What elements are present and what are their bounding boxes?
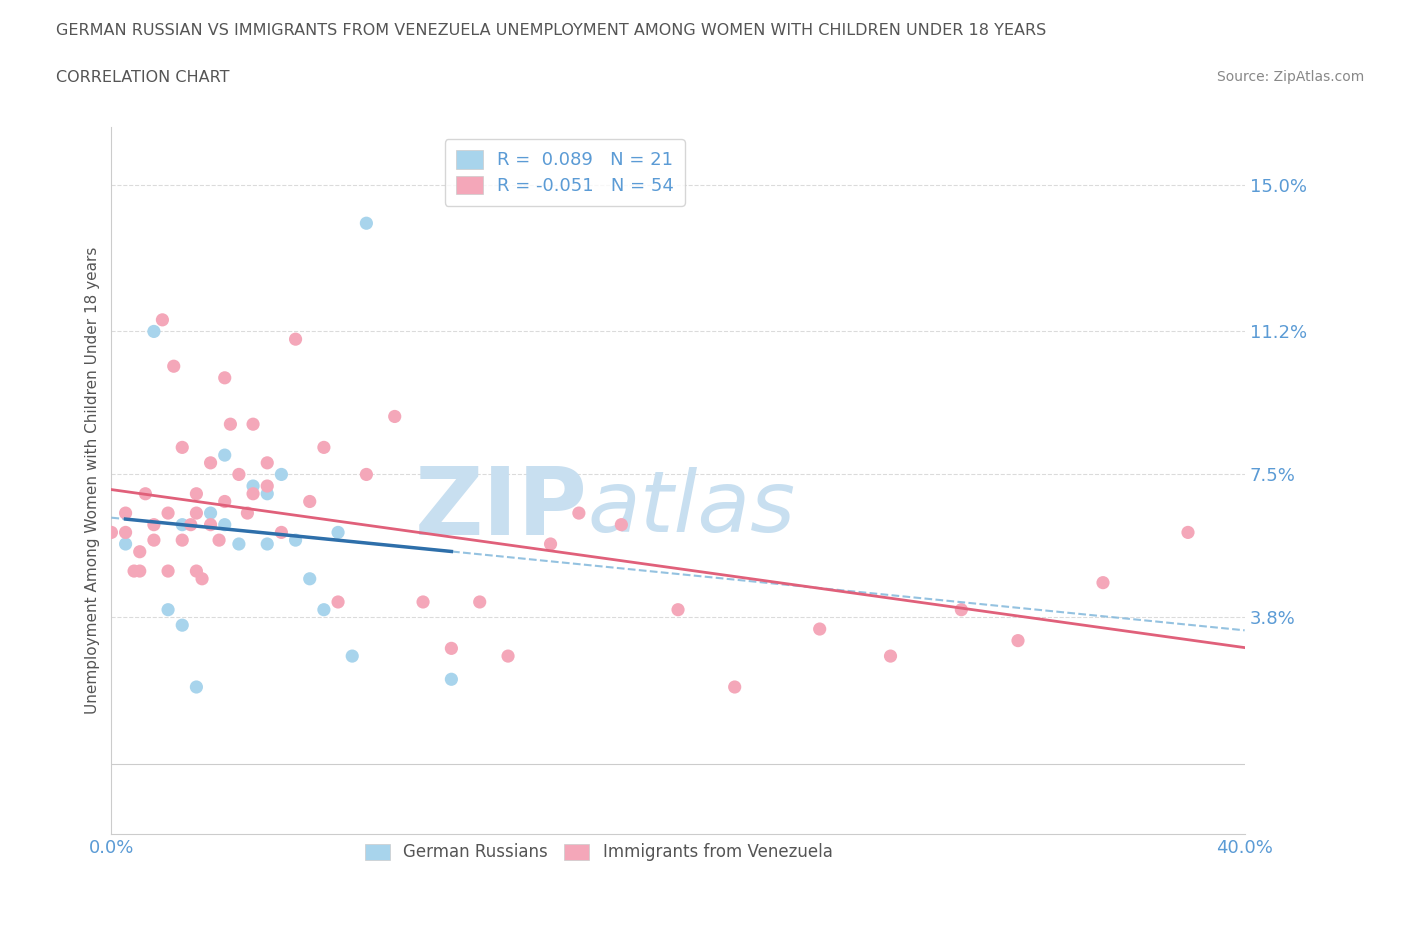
Point bbox=[214, 370, 236, 385]
Point bbox=[356, 216, 378, 231]
Point bbox=[950, 603, 973, 618]
Point bbox=[270, 467, 292, 482]
Point bbox=[412, 594, 434, 609]
Point bbox=[236, 506, 259, 521]
Point bbox=[172, 533, 194, 548]
Point bbox=[157, 506, 180, 521]
Point bbox=[496, 648, 519, 663]
Point bbox=[186, 506, 208, 521]
Point bbox=[186, 680, 208, 695]
Point bbox=[666, 603, 689, 618]
Point bbox=[256, 486, 278, 501]
Text: ZIP: ZIP bbox=[415, 462, 588, 554]
Point bbox=[214, 447, 236, 462]
Point bbox=[879, 648, 901, 663]
Text: GERMAN RUSSIAN VS IMMIGRANTS FROM VENEZUELA UNEMPLOYMENT AMONG WOMEN WITH CHILDR: GERMAN RUSSIAN VS IMMIGRANTS FROM VENEZU… bbox=[56, 23, 1046, 38]
Point bbox=[200, 456, 222, 471]
Point bbox=[163, 359, 186, 374]
Point bbox=[298, 494, 321, 509]
Point bbox=[724, 680, 747, 695]
Point bbox=[540, 537, 562, 551]
Point bbox=[157, 603, 180, 618]
Point bbox=[1177, 525, 1199, 539]
Point bbox=[142, 517, 165, 532]
Point bbox=[128, 544, 150, 559]
Point bbox=[326, 594, 349, 609]
Point bbox=[228, 467, 250, 482]
Point bbox=[568, 506, 591, 521]
Text: CORRELATION CHART: CORRELATION CHART bbox=[56, 70, 229, 85]
Point bbox=[242, 486, 264, 501]
Point bbox=[142, 533, 165, 548]
Point bbox=[312, 440, 335, 455]
Point bbox=[208, 533, 231, 548]
Point bbox=[242, 479, 264, 494]
Point bbox=[200, 506, 222, 521]
Point bbox=[256, 456, 278, 471]
Legend: German Russians, Immigrants from Venezuela: German Russians, Immigrants from Venezue… bbox=[359, 837, 839, 868]
Point bbox=[1091, 576, 1114, 591]
Point bbox=[256, 479, 278, 494]
Point bbox=[808, 621, 831, 636]
Y-axis label: Unemployment Among Women with Children Under 18 years: Unemployment Among Women with Children U… bbox=[86, 246, 100, 714]
Text: atlas: atlas bbox=[588, 467, 796, 550]
Point bbox=[219, 417, 242, 432]
Text: Source: ZipAtlas.com: Source: ZipAtlas.com bbox=[1216, 70, 1364, 84]
Point bbox=[172, 517, 194, 532]
Point bbox=[191, 571, 214, 586]
Point bbox=[298, 571, 321, 586]
Point bbox=[312, 603, 335, 618]
Point bbox=[242, 417, 264, 432]
Point bbox=[256, 537, 278, 551]
Point bbox=[468, 594, 491, 609]
Point bbox=[1007, 633, 1029, 648]
Point bbox=[180, 517, 202, 532]
Point bbox=[186, 486, 208, 501]
Point bbox=[270, 525, 292, 539]
Point bbox=[356, 467, 378, 482]
Point bbox=[214, 517, 236, 532]
Point bbox=[440, 641, 463, 656]
Point bbox=[228, 537, 250, 551]
Point bbox=[114, 506, 136, 521]
Point bbox=[114, 537, 136, 551]
Point bbox=[157, 564, 180, 578]
Point bbox=[284, 332, 307, 347]
Point bbox=[284, 533, 307, 548]
Point bbox=[610, 517, 633, 532]
Point bbox=[440, 671, 463, 686]
Point bbox=[134, 486, 156, 501]
Point bbox=[128, 564, 150, 578]
Point bbox=[200, 517, 222, 532]
Point bbox=[172, 618, 194, 632]
Point bbox=[114, 525, 136, 539]
Point bbox=[152, 312, 174, 327]
Point bbox=[172, 440, 194, 455]
Point bbox=[100, 525, 122, 539]
Point bbox=[326, 525, 349, 539]
Point bbox=[342, 648, 364, 663]
Point bbox=[384, 409, 406, 424]
Point bbox=[214, 494, 236, 509]
Point bbox=[186, 564, 208, 578]
Point bbox=[122, 564, 145, 578]
Point bbox=[142, 324, 165, 339]
